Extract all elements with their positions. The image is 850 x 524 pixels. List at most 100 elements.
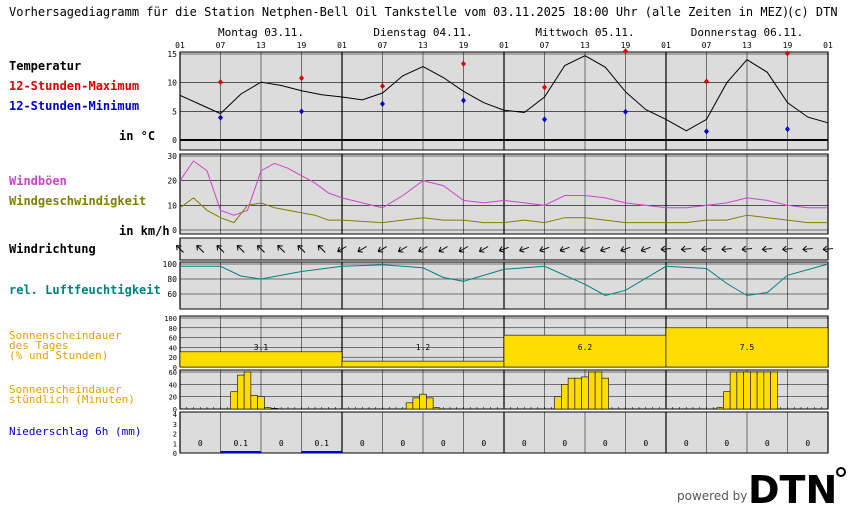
- y-tick-label: 0: [173, 450, 177, 458]
- max-marker: [704, 78, 709, 85]
- label-niederschlag: Niederschlag 6h (mm): [9, 425, 141, 438]
- max-marker: [380, 83, 385, 90]
- arrow-shaft: [176, 245, 184, 253]
- max-marker: [461, 60, 466, 67]
- wind-direction-arrow: [216, 244, 225, 253]
- wind-direction-arrow: [357, 246, 367, 253]
- arrow-shaft: [782, 248, 793, 250]
- hour-tick-label: 01: [661, 41, 671, 50]
- y-tick-label: 20: [169, 354, 177, 362]
- hour-tick-label: 01: [823, 41, 833, 50]
- min-marker: [623, 108, 628, 115]
- arrow-head: [701, 245, 707, 253]
- wind-direction-arrow: [761, 245, 773, 253]
- y-tick-label: 80: [167, 275, 177, 284]
- min-marker: [461, 97, 466, 104]
- label-temp-unit: in °C: [119, 129, 155, 143]
- label-windboeen: Windböen: [9, 174, 67, 188]
- sunshine-hour-bar: [419, 393, 427, 410]
- sunshine-hour-bar: [561, 384, 569, 410]
- arrow-shaft: [660, 248, 672, 250]
- precip-value-label: 0: [643, 439, 648, 448]
- wind-direction-arrow: [277, 244, 286, 253]
- y-tick-label: 0: [172, 136, 177, 145]
- label-windrichtung: Windrichtung: [9, 242, 96, 256]
- wind-direction-arrow: [175, 244, 184, 253]
- wind-direction-arrow: [519, 246, 530, 253]
- arrow-shaft: [357, 246, 367, 252]
- sunshine-hour-bar: [243, 371, 252, 410]
- precip-value-label: 0: [603, 439, 608, 448]
- label-windgeschwindigkeit: Windgeschwindigkeit: [9, 194, 146, 208]
- wind-direction-arrow: [458, 246, 469, 253]
- y-tick-label: 4: [173, 411, 177, 419]
- arrow-head: [660, 245, 666, 253]
- hour-tick-label: 19: [621, 41, 631, 50]
- arrow-shaft: [337, 246, 347, 252]
- y-tick-label: 0: [173, 364, 177, 372]
- arrow-shaft: [398, 246, 408, 252]
- sunshine-hour-bar: [567, 377, 576, 410]
- hour-tick-label: 07: [378, 41, 388, 50]
- arrow-head: [761, 245, 767, 253]
- day-label: Montag 03.11.: [218, 26, 304, 39]
- arrow-shaft: [822, 248, 834, 250]
- precip-value-label: 0.1: [234, 439, 249, 448]
- sunshine-hour-bar: [554, 396, 562, 410]
- gusts-line: [179, 160, 828, 216]
- precip-value-label: 0: [198, 439, 203, 448]
- sunshine-hour-bar: [736, 371, 744, 410]
- arrow-shaft: [741, 248, 753, 250]
- day-label: Mittwoch 05.11.: [535, 26, 634, 39]
- arrow-shaft: [762, 248, 773, 250]
- wind-direction-arrow: [741, 245, 753, 253]
- day-label: Donnerstag 06.11.: [691, 26, 804, 39]
- arrow-head: [539, 246, 545, 253]
- arrow-shaft: [600, 246, 611, 252]
- y-tick-label: 60: [169, 335, 177, 343]
- arrow-head: [357, 246, 363, 253]
- sunshine-hour-bar: [594, 371, 603, 410]
- wind-direction-arrow: [620, 246, 631, 253]
- min-marker: [380, 100, 385, 107]
- arrow-head: [216, 244, 222, 251]
- wind-direction-arrow: [822, 245, 834, 253]
- max-marker: [218, 79, 223, 86]
- hour-tick-label: 19: [297, 41, 307, 50]
- y-tick-label: 3: [173, 421, 177, 429]
- day-label: Dienstag 04.11.: [373, 26, 472, 39]
- wind-direction-arrow: [701, 245, 712, 253]
- arrow-head: [782, 245, 788, 253]
- sunshine-hour-bar: [763, 371, 771, 410]
- wind-direction-arrow: [317, 244, 326, 253]
- arrow-head: [620, 246, 626, 253]
- wind-direction-arrow: [236, 244, 245, 253]
- arrow-head: [640, 246, 646, 253]
- max-marker: [542, 84, 547, 91]
- sunshine-hour-bar: [601, 377, 609, 410]
- label-12h-max: 12-Stunden-Maximum: [9, 79, 139, 93]
- dtn-brand: DTN: [748, 468, 837, 512]
- arrow-head: [438, 246, 444, 253]
- sunshine-hour-bar: [588, 371, 596, 410]
- precip-bar: [301, 451, 342, 453]
- label-temperatur: Temperatur: [9, 59, 81, 73]
- arrow-shaft: [458, 246, 469, 252]
- sunshine-hour-bar: [574, 377, 582, 410]
- wind-direction-arrow: [539, 246, 550, 253]
- wind-direction-arrow: [337, 246, 347, 253]
- hour-tick-label: 07: [702, 41, 712, 50]
- arrow-head: [498, 246, 505, 253]
- y-tick-label: 40: [169, 344, 177, 352]
- arrow-head: [741, 245, 747, 253]
- hour-tick-label: 01: [175, 41, 185, 50]
- wind-direction-arrow: [498, 246, 509, 253]
- precip-bar: [220, 451, 261, 453]
- y-tick-label: 100: [164, 315, 177, 323]
- arrow-shaft: [479, 246, 489, 252]
- min-marker: [218, 114, 223, 121]
- arrow-head: [478, 246, 485, 253]
- hour-tick-label: 07: [216, 41, 226, 50]
- y-tick-label: 60: [169, 369, 177, 377]
